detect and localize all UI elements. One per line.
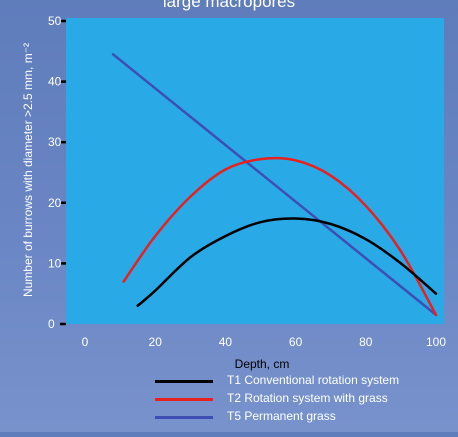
x-tick-label: 0 xyxy=(82,335,89,349)
series-line-t1 xyxy=(136,217,438,308)
series-line-t2 xyxy=(122,156,438,317)
y-tick-label: 10 xyxy=(48,256,62,270)
series-line-t5 xyxy=(111,53,438,317)
y-tick-label: 30 xyxy=(48,135,62,149)
x-tick-label: 40 xyxy=(219,335,233,349)
legend-swatch-t1 xyxy=(155,380,213,383)
x-axis-label: Depth, cm xyxy=(235,357,290,371)
x-tick-label: 80 xyxy=(359,335,373,349)
legend-label-t1: T1 Conventional rotation system xyxy=(227,373,400,387)
x-tick-label: 20 xyxy=(149,335,163,349)
legend-swatch-t5 xyxy=(155,416,213,419)
legend-swatch-t2 xyxy=(155,398,213,401)
legend-label-t5: T5 Permanent grass xyxy=(227,409,336,423)
plot-area xyxy=(66,18,444,324)
chart-title: large macropores xyxy=(162,0,296,11)
x-tick-label: 100 xyxy=(426,335,446,349)
y-tick-label: 40 xyxy=(48,75,62,89)
y-tick-label: 50 xyxy=(48,14,62,28)
legend-label-t2: T2 Rotation system with grass xyxy=(227,391,388,405)
y-axis-label: Number of burrows with diameter >2.5 mm,… xyxy=(21,43,35,297)
x-tick-label: 60 xyxy=(289,335,303,349)
y-tick-label: 20 xyxy=(48,196,62,210)
y-tick-label: 0 xyxy=(48,317,55,331)
